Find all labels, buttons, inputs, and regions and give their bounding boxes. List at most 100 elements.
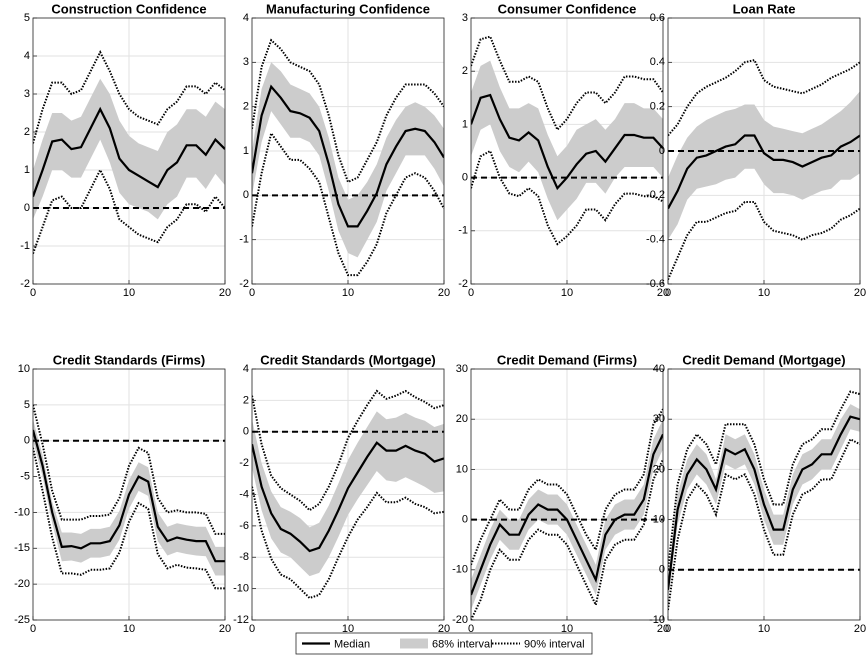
band-90-upper <box>252 38 444 184</box>
chart-title: Credit Standards (Firms) <box>53 352 205 367</box>
y-tick-label: 2 <box>462 65 468 77</box>
legend-label: 68% interval <box>432 638 493 650</box>
y-tick-label: 2 <box>243 101 249 113</box>
axes-box <box>667 368 861 621</box>
band-90-upper <box>668 58 860 137</box>
y-tick-label: -2 <box>458 278 468 290</box>
chart-title: Credit Demand (Firms) <box>497 352 637 367</box>
y-tick-label: 5 <box>24 12 30 24</box>
band-90-lower <box>33 447 225 590</box>
x-tick-label: 20 <box>854 287 866 299</box>
band-90-lower <box>252 486 444 600</box>
x-tick-label: 10 <box>561 287 573 299</box>
panel: -0.6 -0.4 -0.2 0 0.2 0.4 0.6 0 10 20 Loan Rate <box>646 1 866 298</box>
y-tick-label: 2 <box>243 394 249 406</box>
panel: -2 -1 0 1 2 3 4 0 10 20 Manufacturing Confidence <box>239 1 450 298</box>
chart-title: Manufacturing Confidence <box>266 1 430 16</box>
band-90-lower <box>252 130 444 277</box>
x-tick-label: 20 <box>657 623 669 635</box>
legend-box <box>295 632 593 655</box>
y-tick-label: 10 <box>456 463 468 475</box>
y-tick-label: -1 <box>20 240 30 252</box>
y-tick-label: -0.6 <box>646 278 665 290</box>
y-tick-label: -6 <box>239 520 249 532</box>
band-90-upper <box>33 49 225 144</box>
y-tick-label: 4 <box>24 50 30 62</box>
y-tick-label: -25 <box>14 614 30 626</box>
plot-marks <box>252 38 444 277</box>
y-tick-label: -2 <box>239 278 249 290</box>
y-tick-label: -15 <box>14 542 30 554</box>
y-tick-label: 0 <box>24 202 30 214</box>
y-tick-label: 20 <box>653 463 665 475</box>
chart-title: Construction Confidence <box>51 1 206 16</box>
band-90-upper <box>33 404 225 535</box>
y-tick-label: -10 <box>452 564 468 576</box>
x-tick-label: 20 <box>219 623 231 635</box>
panel: -25 -20 -15 -10 -5 0 5 10 0 10 20 Credit Standards … <box>14 352 231 634</box>
x-tick-label: 20 <box>438 623 450 635</box>
y-tick-label: 3 <box>243 56 249 68</box>
y-tick-label: 4 <box>243 363 249 375</box>
axes-box <box>251 368 445 621</box>
x-tick-label: 0 <box>468 623 474 635</box>
y-tick-label: -0.4 <box>646 234 665 246</box>
median-line <box>668 134 860 210</box>
y-tick-label: 1 <box>462 118 468 130</box>
y-tick-label: 20 <box>456 413 468 425</box>
median-line <box>252 84 444 228</box>
y-tick-label: 3 <box>24 88 30 100</box>
y-tick-label: -1 <box>458 225 468 237</box>
median-line <box>33 106 225 197</box>
y-tick-label: -8 <box>239 551 249 563</box>
y-tick-label: 0.6 <box>650 12 665 24</box>
x-tick-label: 10 <box>342 623 354 635</box>
axes-box <box>470 17 664 285</box>
x-tick-label: 10 <box>758 623 770 635</box>
x-tick-label: 0 <box>249 287 255 299</box>
band-90-upper <box>471 408 663 566</box>
y-tick-label: 0 <box>462 514 468 526</box>
band-90-lower <box>668 201 860 280</box>
legend: Median 68% interval 90% interval <box>295 632 593 655</box>
y-tick-label: 10 <box>653 514 665 526</box>
y-tick-label: -1 <box>239 234 249 246</box>
chart-title: Credit Demand (Mortgage) <box>682 352 845 367</box>
y-tick-label: -20 <box>452 614 468 626</box>
x-tick-label: 10 <box>758 287 770 299</box>
plot-marks <box>33 404 225 590</box>
y-tick-label: -20 <box>14 578 30 590</box>
x-tick-label: 20 <box>438 287 450 299</box>
legend-label: Median <box>334 638 370 650</box>
median-line <box>471 433 663 596</box>
x-tick-label: 10 <box>561 623 573 635</box>
x-tick-label: 0 <box>249 623 255 635</box>
y-tick-label: 0.4 <box>650 56 665 68</box>
band-90-lower <box>471 458 663 620</box>
y-tick-label: -2 <box>239 457 249 469</box>
y-tick-label: -10 <box>14 506 30 518</box>
y-tick-label: 0 <box>659 564 665 576</box>
band-68 <box>33 78 225 220</box>
y-tick-label: 1 <box>24 164 30 176</box>
x-tick-label: 10 <box>123 623 135 635</box>
band-68 <box>471 419 663 610</box>
median-line <box>471 93 663 191</box>
y-tick-label: 4 <box>243 12 249 24</box>
y-tick-label: 40 <box>653 363 665 375</box>
band-68 <box>471 60 663 221</box>
y-tick-label: -10 <box>649 614 665 626</box>
median-line <box>33 429 225 563</box>
legend-swatch <box>400 638 428 649</box>
y-tick-label: 3 <box>462 12 468 24</box>
y-tick-label: 10 <box>18 363 30 375</box>
y-tick-label: 0.2 <box>650 101 665 113</box>
band-90-lower <box>33 167 225 254</box>
y-tick-label: 0 <box>462 172 468 184</box>
axes-box <box>470 368 664 621</box>
y-tick-label: -10 <box>233 583 249 595</box>
band-90-upper <box>668 390 860 570</box>
